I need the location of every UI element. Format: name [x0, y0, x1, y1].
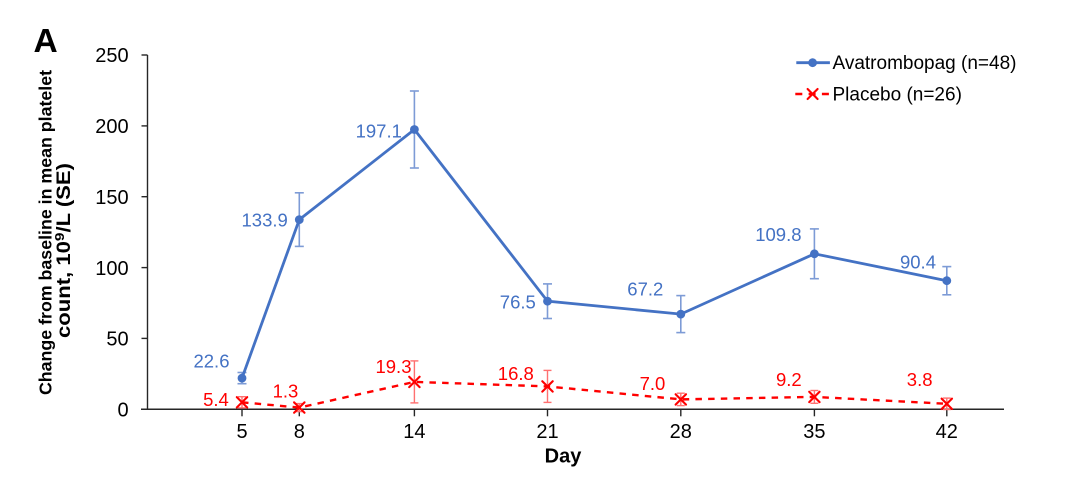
svg-text:100: 100	[95, 258, 128, 280]
svg-text:200: 200	[95, 116, 128, 138]
svg-text:21: 21	[536, 421, 558, 443]
svg-text:Avatrombopag (n=48): Avatrombopag (n=48)	[833, 53, 1017, 74]
svg-text:Placebo (n=26): Placebo (n=26)	[833, 85, 962, 106]
svg-text:count, 109/L (SE): count, 109/L (SE)	[52, 163, 75, 338]
svg-text:5: 5	[236, 421, 247, 443]
svg-text:50: 50	[106, 329, 128, 351]
svg-text:90.4: 90.4	[900, 252, 936, 273]
svg-text:35: 35	[803, 421, 825, 443]
svg-text:Day: Day	[545, 445, 583, 467]
svg-text:14: 14	[403, 421, 425, 443]
svg-text:8: 8	[294, 421, 305, 443]
svg-text:Change from baseline in mean p: Change from baseline in mean platelet	[35, 70, 55, 395]
svg-text:0: 0	[117, 400, 128, 422]
svg-text:197.1: 197.1	[356, 120, 402, 141]
svg-text:76.5: 76.5	[500, 291, 536, 312]
svg-text:22.6: 22.6	[193, 350, 229, 371]
svg-text:9.2: 9.2	[776, 369, 802, 390]
svg-text:250: 250	[95, 45, 128, 67]
svg-text:150: 150	[95, 187, 128, 209]
svg-text:109.8: 109.8	[755, 224, 801, 245]
svg-text:42: 42	[936, 421, 958, 443]
svg-text:5.4: 5.4	[203, 389, 229, 410]
svg-text:67.2: 67.2	[627, 279, 663, 300]
svg-text:28: 28	[670, 421, 692, 443]
svg-text:19.3: 19.3	[375, 356, 411, 377]
svg-text:133.9: 133.9	[242, 210, 288, 231]
svg-text:3.8: 3.8	[907, 369, 933, 390]
svg-text:A: A	[34, 23, 58, 60]
svg-text:7.0: 7.0	[640, 373, 666, 394]
svg-text:1.3: 1.3	[273, 381, 299, 402]
svg-text:16.8: 16.8	[498, 363, 534, 384]
